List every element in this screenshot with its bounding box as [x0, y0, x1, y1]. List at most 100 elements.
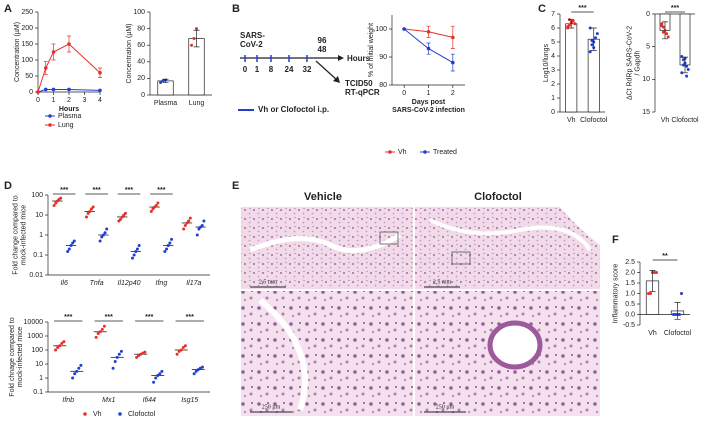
y-axis-label: Concentration (µM): [126, 23, 133, 83]
significance: ***: [578, 5, 586, 12]
point: [62, 340, 66, 344]
bar: [565, 23, 578, 113]
significance: ***: [671, 5, 679, 12]
legend-label: Plasma: [58, 113, 81, 120]
y-tick-label: 5: [551, 39, 555, 46]
panel-label: B: [232, 3, 240, 15]
arrow-head: [333, 76, 340, 83]
point: [135, 355, 139, 359]
point: [165, 247, 169, 251]
y-tick-label: 250: [21, 9, 33, 16]
y-tick-label: 15: [642, 109, 650, 116]
point: [159, 81, 163, 85]
error-bar: [193, 29, 200, 48]
point: [595, 32, 599, 36]
point: [135, 247, 139, 251]
y-tick-label: 1: [39, 375, 43, 382]
y-tick-label: 100: [133, 9, 145, 16]
y-tick-label: 7: [551, 11, 555, 18]
point: [660, 24, 664, 28]
y-tick-label: 0.1: [33, 389, 43, 396]
point: [190, 43, 194, 47]
x-tick-label: 2: [67, 97, 71, 104]
point: [103, 231, 107, 235]
point: [192, 37, 196, 41]
timeline-tick: 1: [255, 65, 260, 74]
x-tick-label: Vh: [661, 117, 670, 124]
airway: [258, 297, 308, 411]
scale-label: 2,5 mm: [433, 279, 452, 285]
point: [117, 352, 121, 356]
x-tick-label: Vh: [567, 117, 576, 124]
y-tick-label: 0: [551, 109, 555, 116]
y-tick-label: 0: [141, 92, 145, 99]
point: [590, 39, 594, 43]
point: [195, 233, 199, 237]
x-tick-label: Clofoctol: [671, 117, 699, 124]
significance: ***: [60, 187, 68, 194]
point: [202, 219, 206, 223]
point: [451, 60, 455, 65]
point: [102, 324, 106, 328]
timeline-end: 48: [318, 45, 327, 54]
y-tick-label: 100: [31, 347, 43, 354]
y-tick-label: 100: [31, 192, 43, 199]
x-tick-label: 4: [98, 97, 102, 104]
legend-label: Treated: [433, 149, 457, 156]
point: [69, 243, 73, 247]
point: [43, 66, 48, 70]
y-axis-label: % of initial weight: [368, 23, 375, 77]
point: [163, 249, 167, 253]
significance: ***: [105, 314, 113, 321]
y-axis-label: Fold change compared to: [12, 195, 19, 274]
y-tick-label: 40: [137, 59, 145, 66]
error-bar: [162, 78, 169, 83]
point: [200, 223, 204, 227]
legend-marker: [48, 123, 52, 127]
point: [175, 352, 179, 356]
x-tick-label: Lung: [189, 100, 205, 107]
y-tick-label: 0: [646, 11, 650, 18]
y-tick-label: 10: [35, 361, 43, 368]
x-tick-label: Ifi44: [143, 397, 156, 404]
point: [130, 256, 134, 260]
treatment-label: Vh or Clofoctol i.p.: [258, 105, 329, 114]
point: [98, 239, 102, 243]
point: [119, 349, 123, 353]
y-tick-label: 0.01: [29, 272, 43, 279]
zoom-box: [379, 231, 399, 245]
y-axis-label: Inflammatory score: [612, 264, 619, 324]
vessel: [487, 320, 543, 370]
significance: ***: [125, 187, 133, 194]
x-tick-label: Ifnb: [62, 397, 74, 404]
x-tick-label: Il12p40: [118, 280, 141, 287]
point: [56, 346, 60, 350]
y-tick-label: 0.5: [625, 301, 635, 308]
readout-arrow: [315, 60, 338, 81]
point: [188, 216, 192, 220]
point: [113, 360, 117, 364]
point: [661, 30, 665, 34]
y-tick-label: 90: [379, 54, 387, 61]
error-bar: [568, 19, 575, 29]
y-tick-label: 80: [379, 82, 387, 89]
y-tick-label: -0.5: [623, 322, 635, 329]
y-tick-label: 2.0: [625, 269, 635, 276]
x-tick-label: Plasma: [154, 100, 177, 107]
panel-label: C: [538, 3, 546, 15]
point: [134, 249, 138, 253]
x-axis-label: Hours: [59, 106, 79, 113]
x-tick-label: Ifng: [156, 280, 168, 287]
point: [451, 35, 455, 40]
arrow-head: [338, 55, 344, 61]
panel-label: F: [612, 234, 619, 246]
panel-label: D: [4, 180, 12, 192]
point: [101, 233, 105, 237]
error-bar: [649, 270, 656, 292]
x-tick-label: Il6: [60, 280, 68, 287]
point: [94, 335, 98, 339]
y-tick-label: 10: [35, 212, 43, 219]
point: [51, 87, 56, 92]
point: [72, 239, 76, 243]
